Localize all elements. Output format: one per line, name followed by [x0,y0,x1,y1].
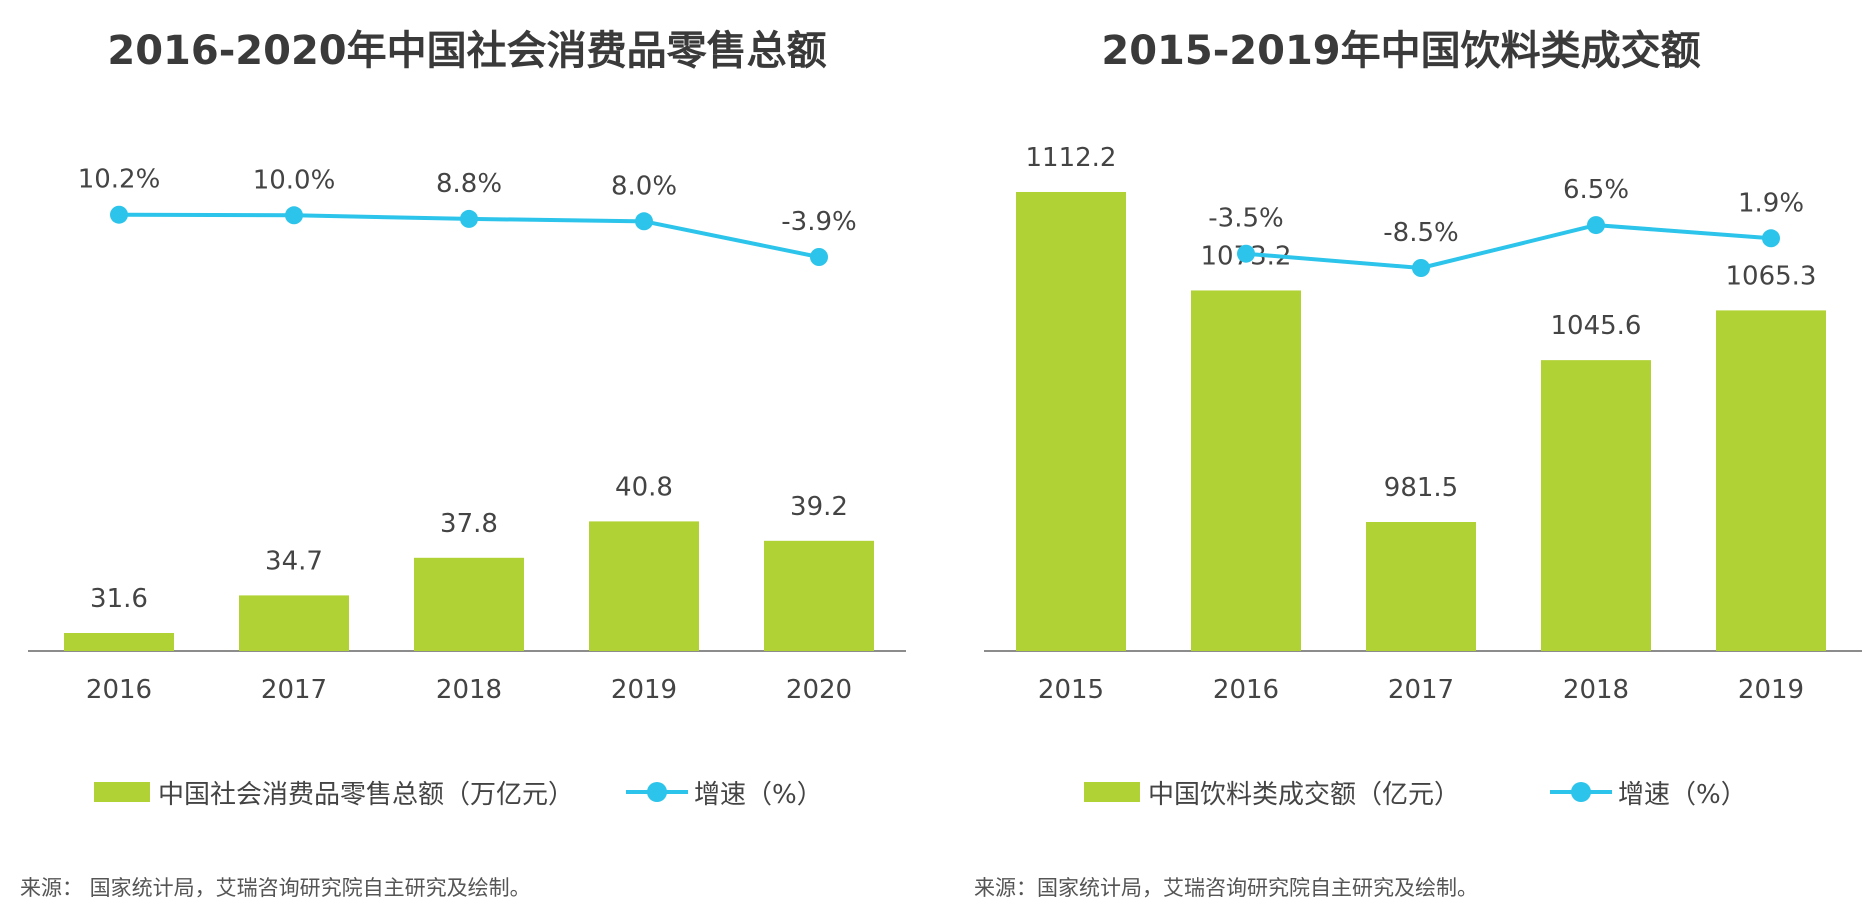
growth-point-2020 [810,248,828,266]
source-note: 来源：国家统计局，艾瑞咨询研究院自主研究及绘制。 [974,876,1478,900]
x-tick-label-2016: 2016 [86,675,152,705]
growth-point-2017 [1412,259,1430,277]
growth-value-label-2016: 10.2% [78,165,161,195]
bar-value-label-2019: 1065.3 [1726,261,1817,291]
legend-line-swatch [626,782,689,802]
growth-point-2018 [460,209,478,228]
growth-point-2017 [285,206,303,225]
x-tick-label-2016: 2016 [1213,675,1279,705]
legend-line-label: 增速（%） [1618,779,1747,810]
bar-2019 [1716,310,1826,651]
bar-2020 [764,540,874,651]
growth-point-2019 [635,212,653,231]
legend-line-label: 增速（%） [694,779,823,810]
bar-value-label-2017: 981.5 [1384,473,1458,503]
x-tick-label-2017: 2017 [1388,675,1454,705]
x-tick-label-2015: 2015 [1038,675,1104,705]
growth-value-label-2018: 8.8% [436,169,502,199]
bar-value-label-2016: 31.6 [90,584,148,614]
growth-value-label-2018: 6.5% [1563,175,1629,205]
source-note: 来源： 国家统计局，艾瑞咨询研究院自主研究及绘制。 [20,876,531,900]
x-tick-label-2018: 2018 [436,675,502,705]
growth-value-label-2019: 8.0% [611,171,677,201]
legend-bar-label: 中国社会消费品零售总额（万亿元） [158,779,575,810]
bar-value-label-2020: 39.2 [790,492,848,522]
growth-line [1245,223,1772,270]
growth-point-2016 [1237,244,1255,263]
chart-legend: 中国社会消费品零售总额（万亿元） 增速（%） [94,772,823,812]
legend-bar-swatch [1084,782,1140,802]
growth-value-label-2019: 1.9% [1738,188,1804,218]
growth-value-label-2017: 10.0% [253,165,336,195]
bar-value-label-2017: 34.7 [265,546,323,576]
legend-bar-swatch [94,782,150,802]
bar-value-label-2018: 37.8 [440,509,498,539]
growth-point-2019 [1762,229,1780,248]
growth-value-label-2020: -3.9% [781,207,856,237]
x-tick-label-2018: 2018 [1563,675,1629,705]
bar-2016 [64,633,174,651]
bar-2018 [1541,360,1651,651]
chart-panel-beverage: 2015-2019年中国饮料类成交额 1112.220151073.220169… [934,0,1868,914]
growth-value-label-2016: -3.5% [1208,204,1283,234]
bar-2016 [1191,290,1301,651]
chart-title: 2016-2020年中国社会消费品零售总额 [107,28,827,74]
chart-panel-retail: 2016-2020年中国社会消费品零售总额 31.6 2016 34.7 2017 37… [20,28,906,900]
x-tick-label-2019: 2019 [1738,675,1804,705]
chart-legend: 中国饮料类成交额（亿元） 增速（%） [1084,772,1747,812]
chart-title: 2015-2019年中国饮料类成交额 [1101,28,1701,74]
x-tick-label-2017: 2017 [261,675,327,705]
bar-value-label-2018: 1045.6 [1551,311,1642,341]
bar-2018 [414,557,524,651]
growth-point-2016 [110,205,128,224]
bar-2017 [239,595,349,651]
legend-line-swatch [1550,782,1613,802]
chart-plot-retail: 31.6 2016 34.7 2017 37.8 2018 40.8 2019 39.2 2020… [28,165,906,705]
x-tick-label-2019: 2019 [611,675,677,705]
bar-2019 [589,521,699,651]
x-tick-label-2020: 2020 [786,675,852,705]
growth-value-label-2017: -8.5% [1383,218,1458,248]
chart-plot-beverage: 1112.220151073.22016981.520171045.620181… [984,143,1862,705]
bar-2017 [1366,522,1476,651]
bar-value-label-2015: 1112.2 [1026,143,1117,173]
legend-bar-label: 中国饮料类成交额（亿元） [1148,779,1461,810]
bar-2015 [1016,191,1126,652]
bar-value-label-2019: 40.8 [615,472,673,502]
growth-point-2018 [1587,216,1605,235]
